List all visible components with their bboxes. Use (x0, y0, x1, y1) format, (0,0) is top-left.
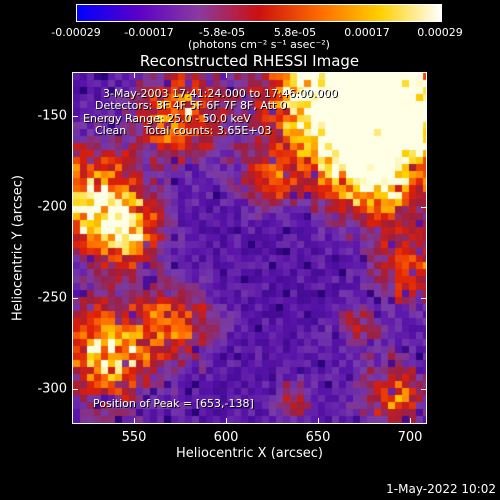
colorbar-tick: 0.00029 (417, 26, 463, 39)
axis-tick-mark (421, 298, 427, 299)
heatmap-image (73, 73, 426, 423)
x-axis-label: Heliocentric X (arcsec) (176, 446, 323, 461)
axis-tick-mark (421, 116, 427, 117)
colorbar (76, 4, 442, 22)
axis-tick-mark (72, 207, 78, 208)
axis-tick-mark (410, 418, 411, 424)
annotation-peak: Position of Peak = [653,-138] (93, 397, 254, 410)
heatmap-plot: 3-May-2003 17:41:24.000 to 17:46:00.000 … (72, 72, 427, 424)
y-tick-label: -200 (37, 199, 67, 215)
axis-tick-mark (318, 418, 319, 424)
axis-tick-mark (134, 72, 135, 78)
y-tick-label: -300 (37, 381, 67, 397)
colorbar-tick: 5.8e-05 (273, 26, 317, 39)
axis-tick-mark (134, 418, 135, 424)
axis-tick-mark (410, 72, 411, 78)
colorbar-tick: -5.8e-05 (198, 26, 246, 39)
x-tick-label: 550 (121, 430, 147, 445)
axis-tick-mark (72, 116, 78, 117)
y-axis-label: Heliocentric Y (arcsec) (10, 175, 26, 321)
x-tick-label: 700 (397, 430, 423, 445)
chart-title: Reconstructed RHESSI Image (139, 52, 360, 70)
axis-tick-mark (318, 72, 319, 78)
colorbar-tick: -0.00017 (124, 26, 174, 39)
y-tick-label: -150 (37, 108, 67, 124)
colorbar-tick: 0.00017 (344, 26, 390, 39)
colorbar-tick: -0.00029 (51, 26, 101, 39)
annotation-detectors: Detectors: 3F 4F 5F 6F 7F 8F, Att 0 (95, 99, 287, 112)
axis-tick-mark (226, 72, 227, 78)
axis-tick-mark (226, 418, 227, 424)
axis-tick-mark (72, 298, 78, 299)
colorbar-label: (photons cm⁻² s⁻¹ asec⁻²) (188, 38, 330, 51)
axis-tick-mark (72, 389, 78, 390)
axis-tick-mark (421, 389, 427, 390)
x-tick-label: 600 (213, 430, 239, 445)
x-tick-label: 650 (305, 430, 331, 445)
y-tick-label: -250 (37, 290, 67, 306)
annotation-time: 3-May-2003 17:41:24.000 to 17:46:00.000 (103, 87, 338, 100)
annotation-energy: Energy Range: 25.0 - 50.0 keV (83, 112, 251, 125)
timestamp: 1-May-2022 10:02 (386, 482, 496, 496)
axis-tick-mark (421, 207, 427, 208)
annotation-clean: Clean Total counts: 3.65E+03 (95, 124, 272, 137)
